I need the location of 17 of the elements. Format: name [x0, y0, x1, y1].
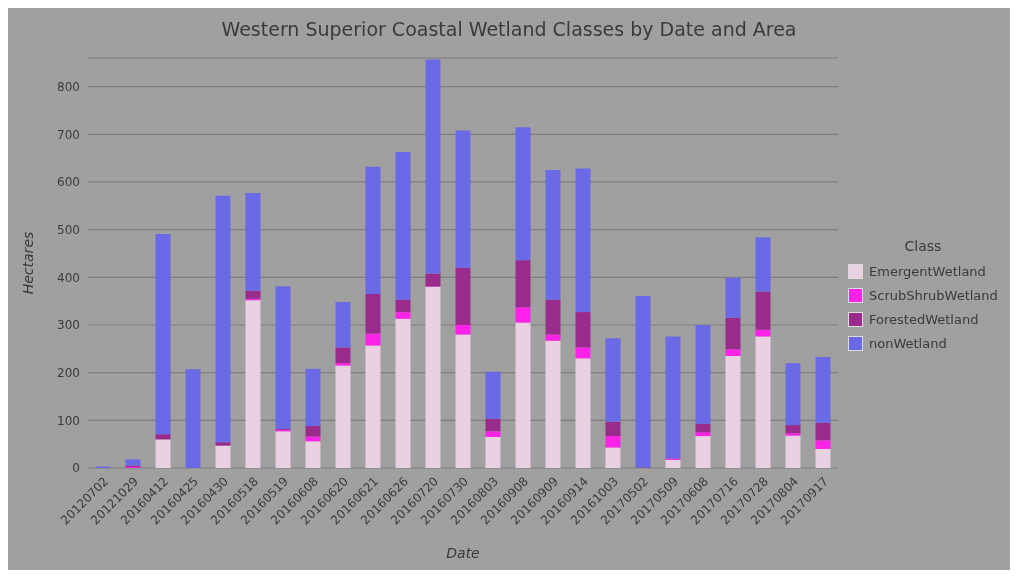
y-tick-label: 200 [57, 365, 80, 380]
y-tick-label: 0 [72, 461, 80, 476]
y-tick-label: 100 [57, 413, 80, 428]
legend-label: ForestedWetland [869, 312, 979, 327]
y-tick-label: 800 [57, 79, 80, 94]
y-tick-label: 400 [57, 270, 80, 285]
y-tick-label: 600 [57, 175, 80, 190]
y-tick-label: 700 [57, 127, 80, 142]
legend-label: nonWetland [869, 336, 947, 351]
y-axis-title: Hectares [19, 231, 36, 295]
x-axis-title: Date [446, 545, 480, 561]
legend-label: EmergentWetland [869, 264, 986, 279]
chart-title: Western Superior Coastal Wetland Classes by Date and Area [220, 17, 798, 42]
legend-label: ScrubShrubWetland [869, 288, 998, 303]
y-tick-label: 500 [57, 222, 80, 237]
y-tick-label: 300 [57, 318, 80, 333]
legend-title: Class [903, 238, 943, 254]
